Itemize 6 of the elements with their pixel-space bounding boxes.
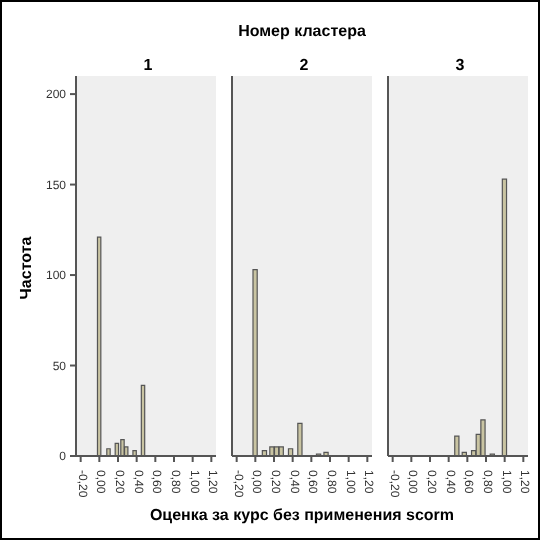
y-axis-title: Частота (17, 236, 35, 300)
text: Номер кластера (236, 22, 368, 40)
chart-title: 2 (297, 56, 311, 76)
chart-title: 1 (141, 56, 155, 76)
chart-title: 3 (453, 56, 467, 76)
x-axis-title: Оценка за курс без применения scorm (147, 506, 457, 524)
